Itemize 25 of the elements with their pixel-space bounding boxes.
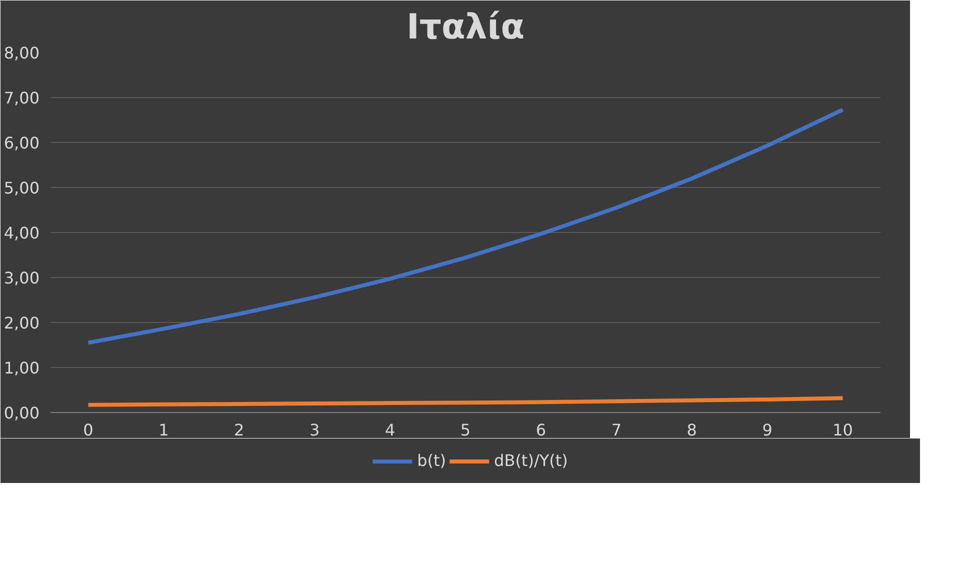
y-tick-label: 6,00 bbox=[4, 134, 40, 152]
legend-label: b(t) bbox=[417, 451, 446, 470]
line-series bbox=[86, 108, 845, 345]
x-tick-label: 2 bbox=[234, 420, 244, 440]
legend-label: dB(t)/Y(t) bbox=[494, 451, 568, 470]
y-tick-label: 7,00 bbox=[4, 88, 40, 108]
line-series bbox=[86, 396, 845, 407]
y-tick-label: 4,00 bbox=[4, 224, 40, 242]
x-tick-label: 4 bbox=[384, 420, 396, 440]
x-tick-label: 10 bbox=[832, 420, 853, 440]
y-tick-label: 1,00 bbox=[4, 358, 40, 378]
y-tick-label: 5,00 bbox=[4, 178, 40, 198]
y-tick-label: 2,00 bbox=[4, 314, 40, 332]
x-tick-label: 0 bbox=[83, 420, 94, 440]
x-tick-label: 5 bbox=[460, 420, 471, 440]
y-tick-label: 0,00 bbox=[4, 404, 40, 422]
x-tick-label: 9 bbox=[762, 420, 772, 440]
y-tick-label: 3,00 bbox=[4, 268, 40, 288]
x-tick-label: 8 bbox=[686, 420, 697, 440]
y-tick-label: 8,00 bbox=[4, 44, 40, 62]
x-tick-label: 3 bbox=[310, 420, 320, 440]
x-tick-label: 1 bbox=[158, 420, 169, 440]
x-tick-label: 7 bbox=[611, 420, 622, 440]
x-tick-label: 6 bbox=[536, 420, 546, 440]
chart-title: Ιταλία bbox=[406, 8, 525, 48]
